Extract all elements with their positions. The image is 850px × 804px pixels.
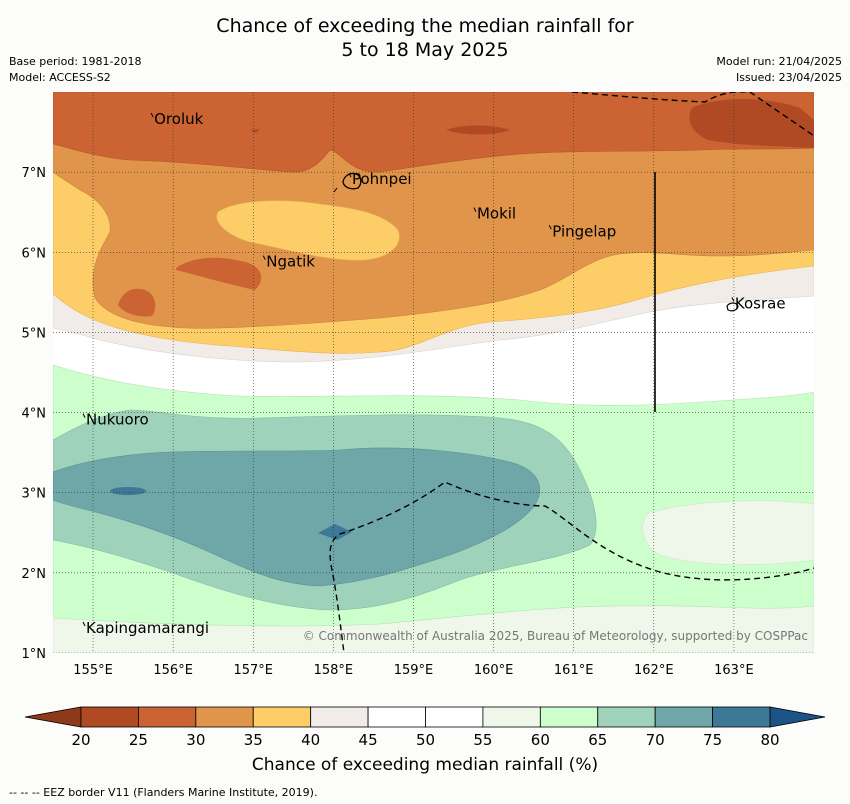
band-55-60-east [642,500,814,565]
colorbar-segment [425,706,484,728]
colorbar-tick-label: 45 [359,731,378,749]
lon-tick-label: 155°E [73,663,113,678]
colorbar-segment [482,706,541,728]
place-marker [348,172,352,178]
lat-tick-label: 6°N [22,246,47,261]
colorbar-tick-label: 20 [71,731,90,749]
colorbar-segment [539,706,599,728]
band-25-30-west [118,288,156,317]
colorbar: 20 25 30 35 40 45 50 55 60 65 70 75 80 [24,706,826,749]
place-marker [548,225,552,230]
lon-tick-label: 157°E [233,663,273,678]
model-name: Model: ACCESS-S2 [9,71,111,84]
lat-tick-label: 7°N [22,166,47,181]
rainfall-map-area: Oroluk Pohnpei Mokil Pingelap Ngatik Kosrae Nu… [53,92,814,653]
lon-tick-label: 159°E [394,663,434,678]
colorbar-low-end [24,706,82,728]
place-label: Kosrae [735,294,786,312]
colorbar-segment [597,706,656,728]
colorbar-tick-label: 55 [473,731,492,749]
colorbar-segment [712,706,771,728]
base-period: Base period: 1981-2018 [9,55,142,68]
lon-tick-label: 158°E [314,663,354,678]
colorbar-tick-label: 80 [760,731,779,749]
place-label: Pohnpei [352,170,412,188]
colorbar-segment [195,706,254,728]
band-70-75 [53,447,540,587]
gridlines [53,92,814,653]
colorbar-segment [138,706,197,728]
title-line-2: 5 to 18 May 2025 [341,39,509,61]
colorbar-high-end [769,706,826,728]
lat-tick-label: 2°N [22,567,47,582]
place-marker [473,207,477,212]
colorbar-segment [654,706,713,728]
lon-tick-label: 162°E [634,663,674,678]
band-75-80-west [110,487,146,495]
place-label: Kapingamarangi [86,619,209,637]
lon-tick-label: 161°E [554,663,594,678]
band-20-25-center [446,125,510,135]
colorbar-tick-label: 75 [703,731,722,749]
lat-tick-label: 4°N [22,407,47,422]
band-25-30 [53,92,814,173]
lon-tick-label: 156°E [153,663,193,678]
colorbar-segment [252,706,312,728]
colorbar-tick-label: 30 [186,731,205,749]
issued-date: Issued: 23/04/2025 [735,71,842,84]
place-marker [731,297,735,302]
colorbar-tick-label: 60 [531,731,550,749]
lat-tick-label: 1°N [22,647,47,662]
meta-left: Base period: 1981-2018 Model: ACCESS-S2 [9,54,141,86]
title-line-1: Chance of exceeding the median rainfall … [216,15,634,37]
colorbar-segment [310,706,369,728]
kosrae-island [726,302,739,312]
place-marker [82,413,86,418]
colorbar-tick-label: 70 [646,731,665,749]
longitude-labels: 155°E 156°E 157°E 158°E 159°E 160°E 161°E 162°E… [73,663,753,678]
colorbar-tick-label: 25 [129,731,148,749]
band-75-80-center [318,524,352,540]
pohnpei-islet [333,187,338,193]
colorbar-tick-label: 65 [588,731,607,749]
lat-tick-label: 3°N [22,487,47,502]
colorbar-tick-label: 40 [301,731,320,749]
eez-attribution: -- -- -- EEZ border V11 (Flanders Marine… [9,786,318,799]
colorbar-tick-label: 50 [416,731,435,749]
place-label: Pingelap [552,222,616,240]
meta-right: Model run: 21/04/2025 Issued: 23/04/2025 [716,54,842,86]
colorbar-segment [367,706,426,728]
lon-tick-label: 160°E [474,663,514,678]
lon-tick-label: 163°E [714,663,754,678]
place-marker [150,112,154,118]
place-label: Oroluk [154,110,203,128]
band-20-25-small [250,129,260,133]
eez-border-south [329,481,814,653]
place-label: Nukuoro [86,411,149,429]
place-label: Ngatik [266,253,315,271]
map-title: Chance of exceeding the median rainfall … [0,14,850,62]
model-run: Model run: 21/04/2025 [716,55,842,68]
latitude-labels: 7°N 6°N 5°N 4°N 3°N 2°N 1°N [22,166,47,662]
lat-tick-label: 5°N [22,326,47,341]
colorbar-segment [80,706,139,728]
colorbar-label: Chance of exceeding median rainfall (%) [251,755,599,775]
place-labels: Oroluk Pohnpei Mokil Pingelap Ngatik Kosrae Nu… [82,110,786,637]
colorbar-tick-label: 35 [244,731,263,749]
band-25-30-ngatik [176,257,262,290]
place-marker [82,621,86,627]
pohnpei-island [342,172,362,190]
place-label: Mokil [477,205,516,223]
place-marker [262,255,266,260]
copyright-note: © Commonwealth of Australia 2025, Bureau… [303,629,808,643]
band-20-25-ne [689,98,814,148]
eez-border-north [571,92,814,137]
band-35-40-inner [216,200,400,261]
